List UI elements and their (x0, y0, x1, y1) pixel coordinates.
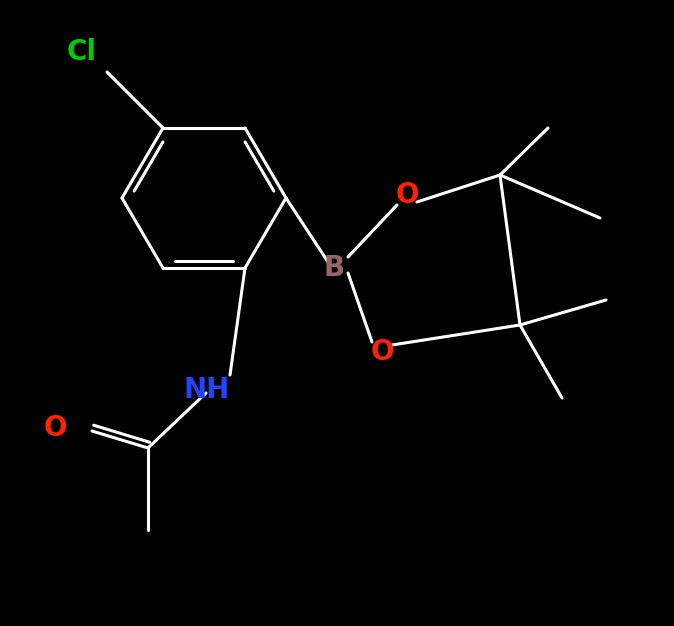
Text: O: O (43, 414, 67, 442)
Text: NH: NH (184, 376, 230, 404)
Text: B: B (324, 254, 344, 282)
Text: Cl: Cl (67, 38, 97, 66)
Text: O: O (395, 181, 419, 209)
Text: O: O (370, 338, 394, 366)
